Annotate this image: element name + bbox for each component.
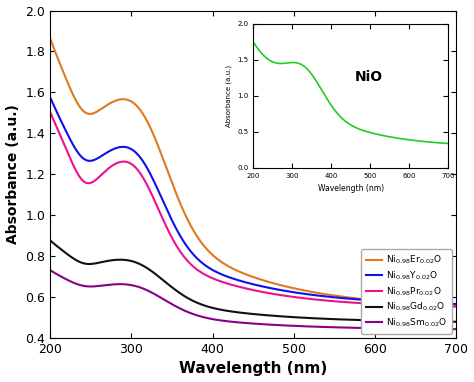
Legend: Ni$_{0.98}$Er$_{0.02}$O, Ni$_{0.98}$Y$_{0.02}$O, Ni$_{0.98}$Pr$_{0.02}$O, Ni$_{0: Ni$_{0.98}$Er$_{0.02}$O, Ni$_{0.98}$Y$_{… (361, 249, 452, 333)
Y-axis label: Absorbance (a.u.): Absorbance (a.u.) (6, 104, 19, 244)
X-axis label: Wavelength (nm): Wavelength (nm) (179, 361, 328, 376)
